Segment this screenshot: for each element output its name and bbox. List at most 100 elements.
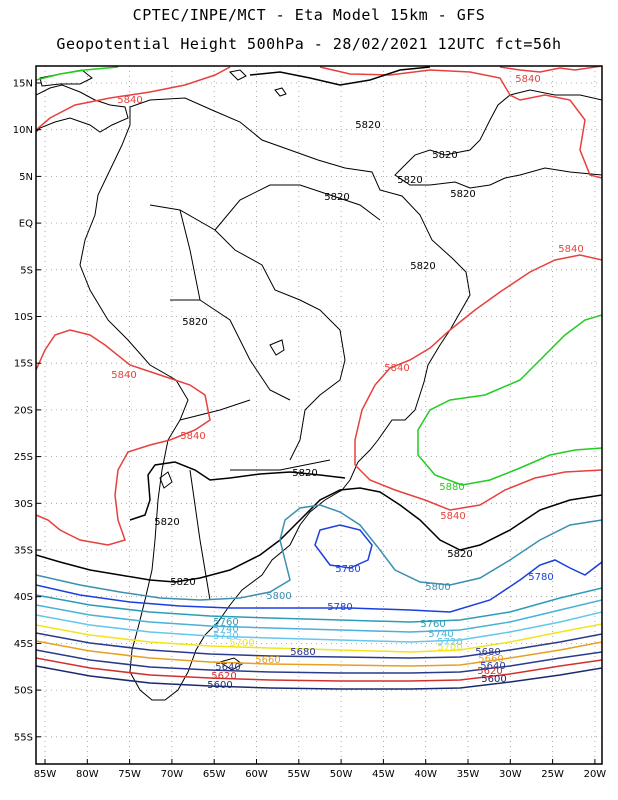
lon-tick-label: 75W <box>118 769 141 780</box>
contour-5600 <box>36 665 602 690</box>
lon-tick-label: 35W <box>457 769 480 780</box>
contour-5820-main <box>36 487 602 583</box>
contour-label: 5780 <box>327 602 352 613</box>
contour-label: 5740 <box>428 629 453 640</box>
contour-5660 <box>36 640 602 667</box>
contour-label: 5840 <box>384 363 409 374</box>
contour-label: 5820 <box>397 175 422 186</box>
lon-tick-label: 65W <box>203 769 226 780</box>
graticule <box>36 66 602 764</box>
contour-label: 5820 <box>292 468 317 479</box>
lon-tick-label: 20W <box>584 769 607 780</box>
contour-label: 5760 <box>213 617 238 628</box>
falkland-islands <box>218 657 243 671</box>
contour-label: 5820 <box>324 192 349 203</box>
lon-tick-label: 45W <box>372 769 395 780</box>
lon-tick-label: 60W <box>245 769 268 780</box>
contour-label: 5820 <box>447 549 472 560</box>
contour-label: 5820 <box>410 261 435 272</box>
contour-label: 5820 <box>432 150 457 161</box>
contour-5840-se <box>354 464 602 511</box>
contour-label: 5760 <box>420 619 445 630</box>
lat-tick-label: 50S <box>14 686 33 697</box>
contour-label: 5820 <box>182 317 207 328</box>
contour-label: 5820 <box>450 189 475 200</box>
lat-tick-label: 55S <box>14 732 33 743</box>
lat-tick-label: 40S <box>14 592 33 603</box>
lon-tick-label: 70W <box>161 769 184 780</box>
lat-tick-label: 15N <box>13 79 33 90</box>
contour-label: 5840 <box>180 431 205 442</box>
contour-label: 5840 <box>111 370 136 381</box>
lat-tick-label: 25S <box>14 452 33 463</box>
contour-5760 <box>36 587 602 623</box>
south-america-coast <box>79 97 471 701</box>
lon-tick-label: 25W <box>541 769 564 780</box>
contour-label: 5780 <box>335 564 360 575</box>
contour-label: 5640 <box>480 661 505 672</box>
contour-label: 5700 <box>437 642 462 653</box>
contour-5840-ne <box>319 66 602 179</box>
contour-5680 <box>36 632 602 659</box>
contour-label: 5820 <box>154 517 179 528</box>
lat-tick-label: 5N <box>19 172 33 183</box>
contour-label: 5780 <box>528 572 553 583</box>
lat-tick-label: 30S <box>14 499 33 510</box>
contour-5820-loop <box>129 461 346 521</box>
contour-5740 <box>36 599 602 633</box>
contour-5640 <box>36 649 602 674</box>
contour-label: 5800 <box>425 582 450 593</box>
contours <box>36 66 602 690</box>
lon-tick-label: 80W <box>76 769 99 780</box>
lat-tick-label: 35S <box>14 546 33 557</box>
lon-tick-label: 40W <box>414 769 437 780</box>
contour-label: 5720 <box>213 631 238 642</box>
lat-tick-label: 20S <box>14 405 33 416</box>
contour-label: 5740 <box>213 624 238 635</box>
longitude-ticks: 85W 80W 75W 70W 65W 60W 55W 50W 45W 40W 35W 30W 25W 2… <box>34 759 607 780</box>
contour-label: 5880 <box>439 482 464 493</box>
lakes <box>159 339 285 489</box>
borders <box>149 184 381 601</box>
contour-5700 <box>36 623 602 653</box>
central-america <box>36 84 129 133</box>
contour-label: 5600 <box>481 674 506 685</box>
contour-label: 5700 <box>229 638 254 649</box>
lat-tick-label: 10N <box>13 125 33 136</box>
contour-5800 <box>36 504 602 601</box>
contour-label: 5840 <box>117 95 142 106</box>
contour-label: 5660 <box>255 655 280 666</box>
lon-tick-label: 30W <box>499 769 522 780</box>
contour-label: 5840 <box>558 244 583 255</box>
lat-tick-label: 10S <box>14 312 33 323</box>
latitude-ticks: 15N 10N 5N EQ 5S 10S 15S 20S 25S 30S 35S 40S 45S 50S 5… <box>13 79 41 743</box>
lon-tick-label: 85W <box>34 769 57 780</box>
contour-5880-north <box>36 66 119 81</box>
lat-tick-label: 5S <box>20 265 33 276</box>
contour-label: 5640 <box>215 662 240 673</box>
contour-label: 5820 <box>355 120 380 131</box>
contour-5780-closed <box>314 524 373 569</box>
lat-tick-label: 15S <box>14 359 33 370</box>
contour-5840-mid <box>354 254 602 465</box>
contour-label: 5840 <box>440 511 465 522</box>
contour-label: 5620 <box>211 671 236 682</box>
map-title: CPTEC/INPE/MCT - Eta Model 15km - GFS <box>132 6 486 24</box>
contour-label: 5620 <box>477 666 502 677</box>
contour-label: 5720 <box>437 637 462 648</box>
lat-tick-label: EQ <box>19 219 33 230</box>
contour-label: 5680 <box>290 647 315 658</box>
contour-label: 5660 <box>478 654 503 665</box>
map-subtitle: Geopotential Height 500hPa - 28/02/2021 … <box>56 35 562 53</box>
contour-5620 <box>36 657 602 682</box>
lon-tick-label: 50W <box>330 769 353 780</box>
contour-5720 <box>36 611 602 643</box>
africa-coast <box>394 89 602 189</box>
contour-label: 5840 <box>515 74 540 85</box>
contour-label: 5820 <box>170 577 195 588</box>
contour-5840-west <box>36 329 211 546</box>
lon-tick-label: 55W <box>287 769 310 780</box>
contour-5880-east <box>417 314 602 486</box>
contour-5820-north <box>249 66 431 86</box>
